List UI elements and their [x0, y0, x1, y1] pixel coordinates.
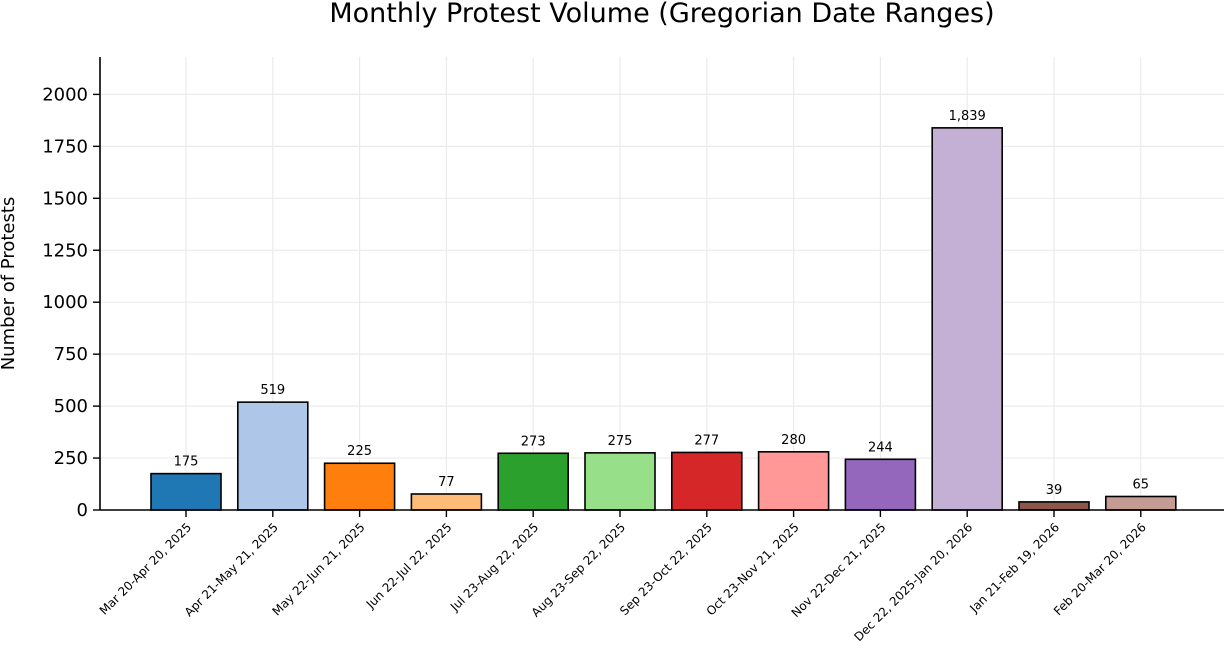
bar — [844, 458, 917, 511]
bar-value-label: 244 — [868, 440, 893, 455]
chart-title: Monthly Protest Volume (Gregorian Date R… — [329, 0, 994, 29]
bar-value-label: 175 — [174, 455, 199, 470]
bar — [323, 462, 396, 511]
bar — [497, 452, 570, 511]
bar — [1018, 501, 1090, 511]
y-axis-ticks: 0 250 500 750 1000 1250 1500 1750 2000 — [42, 84, 100, 521]
x-tick-label: Apr 21-May 21, 2025 — [182, 520, 281, 619]
data-labels: 175 519 225 77 273 275 277 280 244 1,839 39 65 — [174, 109, 1149, 498]
bars — [150, 127, 1177, 511]
x-tick-label: May 22-Jun 21, 2025 — [269, 520, 367, 618]
bar — [150, 472, 222, 511]
bar-value-label: 519 — [260, 383, 285, 398]
y-tick-label: 0 — [77, 500, 88, 521]
x-tick-label: Oct 23-Nov 21, 2025 — [704, 520, 802, 618]
bar — [1105, 495, 1177, 511]
x-tick-label: Sep 23-Oct 22, 2025 — [617, 520, 715, 618]
y-tick-label: 250 — [54, 448, 88, 469]
bar — [931, 127, 1004, 511]
x-tick-label: Aug 23-Sep 22, 2025 — [529, 520, 629, 620]
y-tick-label: 750 — [54, 344, 88, 365]
bar-value-label: 1,839 — [949, 109, 986, 124]
bar-value-label: 277 — [694, 433, 719, 448]
bar-value-label: 65 — [1133, 477, 1150, 492]
bar — [410, 493, 483, 511]
x-tick-label: Nov 22-Dec 21, 2025 — [789, 520, 889, 620]
bar — [237, 401, 309, 511]
x-tick-label: Jul 23-Aug 22, 2025 — [447, 520, 541, 614]
y-tick-label: 1750 — [42, 136, 88, 157]
bar — [670, 451, 743, 511]
y-tick-label: 1000 — [42, 292, 88, 313]
bar-value-label: 280 — [781, 433, 806, 448]
bar-value-label: 225 — [347, 444, 372, 459]
x-tick-label: Feb 20-Mar 20, 2026 — [1051, 520, 1149, 618]
bar — [584, 452, 656, 511]
grid-lines — [100, 57, 1224, 511]
y-axis-label: Number of Protests — [0, 197, 19, 371]
x-tick-label: Jun 22-Jul 22, 2025 — [363, 520, 455, 612]
bar-value-label: 273 — [521, 434, 546, 449]
y-tick-label: 500 — [54, 396, 88, 417]
bar-value-label: 39 — [1046, 483, 1063, 498]
y-tick-label: 1500 — [42, 188, 88, 209]
x-tick-label: Jan 21-Feb 19, 2026 — [966, 520, 1062, 616]
bar-value-label: 275 — [608, 434, 633, 449]
x-tick-label: Mar 20-Apr 20, 2025 — [97, 520, 194, 617]
y-tick-label: 2000 — [42, 84, 88, 105]
bar — [757, 451, 830, 511]
y-tick-label: 1250 — [42, 240, 88, 261]
bar-value-label: 77 — [438, 475, 455, 490]
